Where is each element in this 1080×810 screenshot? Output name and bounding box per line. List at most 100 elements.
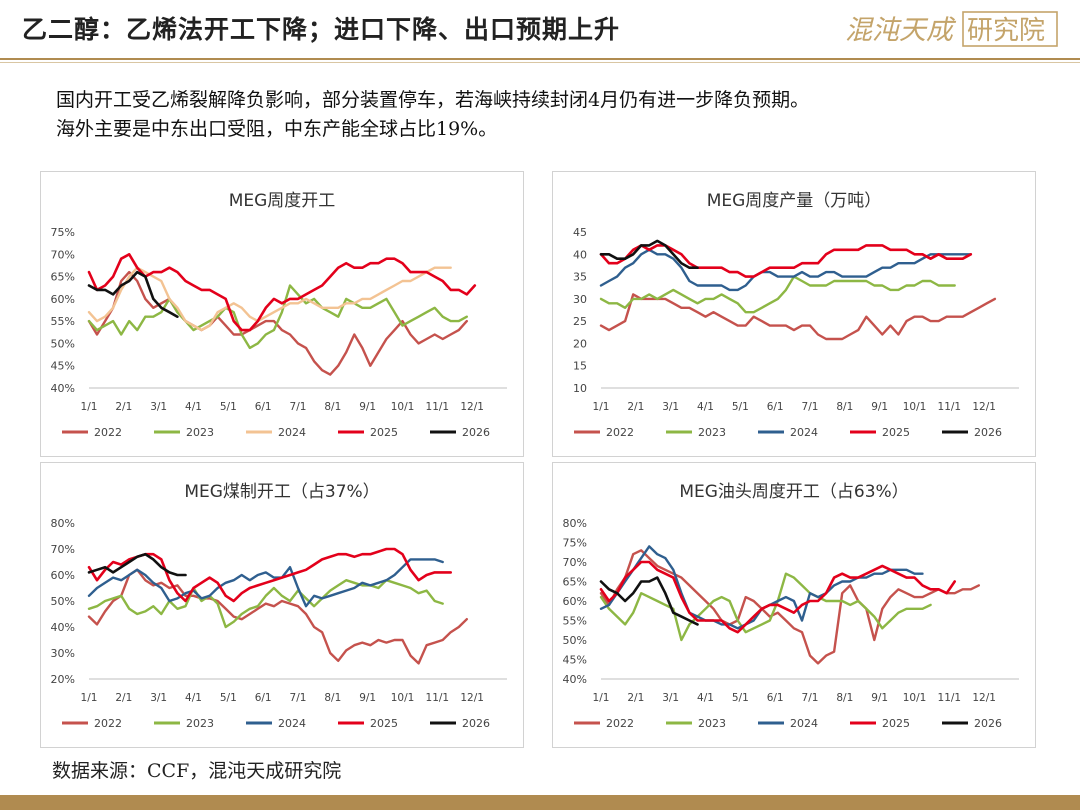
y-tick-label: 45% xyxy=(51,360,75,373)
y-tick-label: 70% xyxy=(51,248,75,261)
x-tick-label: 4/1 xyxy=(185,692,202,704)
x-tick-label: 5/1 xyxy=(732,692,749,704)
x-tick-label: 7/1 xyxy=(802,692,819,704)
x-tick-label: 1/1 xyxy=(81,401,98,413)
y-tick-label: 80% xyxy=(51,517,75,530)
y-tick-label: 75% xyxy=(51,226,75,239)
x-tick-label: 1/1 xyxy=(593,401,610,413)
legend-label-2026: 2026 xyxy=(974,426,1002,439)
legend-label-2022: 2022 xyxy=(606,717,634,730)
y-tick-label: 60% xyxy=(51,293,75,306)
series-line-2026 xyxy=(87,552,187,577)
x-tick-label: 6/1 xyxy=(767,401,784,413)
x-tick-label: 12/1 xyxy=(972,692,996,704)
x-tick-label: 9/1 xyxy=(871,692,888,704)
series-line-2025 xyxy=(87,547,453,603)
legend-label-2023: 2023 xyxy=(186,717,214,730)
x-tick-label: 4/1 xyxy=(697,401,714,413)
series-line-2026 xyxy=(599,239,699,269)
chart-oil-operating-rate: MEG油头周度开工（占63%） 40% 45% 50% 55% 60% 65% 70% 75% 8… xyxy=(563,482,1019,730)
x-tick-label: 5/1 xyxy=(732,401,749,413)
chart-panel-oil-operating-rate: MEG油头周度开工（占63%） 40% 45% 50% 55% 60% 65% 70% 75% 8… xyxy=(552,462,1036,748)
legend-label-2025: 2025 xyxy=(882,426,910,439)
x-tick-label: 7/1 xyxy=(802,401,819,413)
x-tick-label: 5/1 xyxy=(220,401,237,413)
x-tick-label: 11/1 xyxy=(938,692,962,704)
company-logo: 混沌天成 研究院 xyxy=(845,11,1058,47)
series-line-2026 xyxy=(599,576,699,626)
x-tick-label: 2/1 xyxy=(115,401,132,413)
x-tick-label: 10/1 xyxy=(391,401,415,413)
x-tick-label: 10/1 xyxy=(903,401,927,413)
series-line-2026 xyxy=(87,270,179,318)
legend-label-2025: 2025 xyxy=(882,717,910,730)
series-line-2025 xyxy=(87,253,477,332)
x-tick-label: 6/1 xyxy=(255,401,272,413)
intro-line-1: 国内开工受乙烯裂解降负影响，部分装置停车，若海峡持续封闭4月仍有进一步降负预期。 xyxy=(56,89,810,111)
chart-title: MEG周度产量（万吨） xyxy=(707,191,882,211)
legend-label-2025: 2025 xyxy=(370,426,398,439)
logo-text-stamp: 研究院 xyxy=(967,16,1045,45)
legend-label-2026: 2026 xyxy=(974,717,1002,730)
y-tick-label: 10 xyxy=(573,382,587,395)
page-title: 乙二醇：乙烯法开工下降；进口下降、出口预期上升 xyxy=(22,15,621,44)
legend-label-2025: 2025 xyxy=(370,717,398,730)
x-tick-label: 8/1 xyxy=(836,401,853,413)
y-tick-label: 20 xyxy=(573,337,587,350)
x-tick-label: 7/1 xyxy=(290,401,307,413)
y-tick-label: 15 xyxy=(573,360,587,373)
y-tick-label: 40% xyxy=(563,673,587,686)
legend-label-2023: 2023 xyxy=(186,426,214,439)
series-line-2024 xyxy=(87,558,444,608)
legend-label-2024: 2024 xyxy=(278,426,306,439)
logo-stamp xyxy=(962,11,1058,47)
legend-label-2023: 2023 xyxy=(698,426,726,439)
x-tick-label: 8/1 xyxy=(324,401,341,413)
y-tick-label: 45% xyxy=(563,654,587,667)
x-tick-label: 10/1 xyxy=(903,692,927,704)
series-line-2025 xyxy=(599,244,973,278)
x-tick-label: 3/1 xyxy=(150,401,167,413)
legend-label-2026: 2026 xyxy=(462,717,490,730)
x-tick-label: 7/1 xyxy=(290,692,307,704)
chart-weekly-operating-rate: MEG周度开工 40% 45% 50% 55% 60% 65% 70% 75% 1/1 2/1 3/1… xyxy=(51,191,507,439)
x-tick-label: 9/1 xyxy=(359,692,376,704)
chart-panel-coal-operating-rate: MEG煤制开工（占37%） 20% 30% 40% 50% 60% 70% 80% 1/1 2/1… xyxy=(40,462,524,748)
x-tick-label: 1/1 xyxy=(81,692,98,704)
chart-coal-operating-rate: MEG煤制开工（占37%） 20% 30% 40% 50% 60% 70% 80% 1/1 2/1… xyxy=(51,482,507,730)
x-tick-label: 11/1 xyxy=(426,692,450,704)
logo-text-main: 混沌天成 xyxy=(845,15,957,45)
series-line-2023 xyxy=(87,284,468,350)
chart-title: MEG煤制开工（占37%） xyxy=(184,482,379,502)
y-tick-label: 55% xyxy=(51,315,75,328)
x-tick-label: 8/1 xyxy=(836,692,853,704)
x-tick-label: 3/1 xyxy=(662,692,679,704)
chart-title: MEG周度开工 xyxy=(229,191,336,211)
series-line-2022 xyxy=(87,568,468,665)
y-tick-label: 50% xyxy=(51,595,75,608)
y-tick-label: 70% xyxy=(563,556,587,569)
series-line-2023 xyxy=(87,578,444,629)
y-tick-label: 20% xyxy=(51,673,75,686)
y-tick-label: 80% xyxy=(563,517,587,530)
y-tick-label: 60% xyxy=(563,595,587,608)
header-rule xyxy=(0,58,1080,60)
x-tick-label: 11/1 xyxy=(426,401,450,413)
intro-line-2: 海外主要是中东出口受阻，中东产能全球占比19%。 xyxy=(56,118,498,140)
y-tick-label: 35 xyxy=(573,271,587,284)
x-tick-label: 4/1 xyxy=(697,692,714,704)
legend-label-2022: 2022 xyxy=(606,426,634,439)
x-tick-label: 1/1 xyxy=(593,692,610,704)
legend-label-2022: 2022 xyxy=(94,426,122,439)
series-line-2022 xyxy=(599,293,997,341)
y-tick-label: 50% xyxy=(51,337,75,350)
legend-label-2026: 2026 xyxy=(462,426,490,439)
y-tick-label: 25 xyxy=(573,315,587,328)
x-tick-label: 9/1 xyxy=(871,401,888,413)
x-tick-label: 3/1 xyxy=(662,401,679,413)
data-source-note: 数据来源：CCF，混沌天成研究院 xyxy=(52,760,342,782)
chart-panel-weekly-output: MEG周度产量（万吨） 10 15 20 25 30 35 40 45 1/1 2/1 3/1 4/1 5… xyxy=(552,171,1036,457)
y-tick-label: 65% xyxy=(51,271,75,284)
y-tick-label: 45 xyxy=(573,226,587,239)
legend-label-2024: 2024 xyxy=(278,717,306,730)
